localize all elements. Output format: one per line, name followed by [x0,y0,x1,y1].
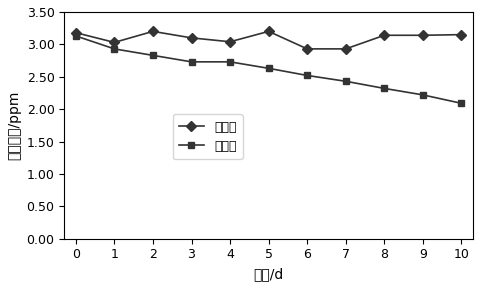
试验组 [189,60,194,64]
对照组 [304,47,310,51]
对照组 [189,36,194,39]
Line: 对照组: 对照组 [72,28,465,52]
Line: 试验组: 试验组 [72,33,465,107]
试验组 [73,34,79,38]
试验组 [343,79,348,83]
Legend: 对照组, 试验组: 对照组, 试验组 [173,114,243,159]
对照组 [266,30,272,33]
Y-axis label: 氨气浓度/ppm: 氨气浓度/ppm [7,91,21,160]
对照组 [343,47,348,51]
试验组 [227,60,233,64]
对照组 [150,30,156,33]
试验组 [458,102,464,105]
对照组 [227,40,233,43]
对照组 [420,33,426,37]
X-axis label: 时间/d: 时间/d [253,267,284,281]
试验组 [111,47,117,51]
试验组 [304,74,310,77]
对照组 [458,33,464,36]
试验组 [266,67,272,70]
对照组 [73,31,79,34]
试验组 [150,54,156,57]
对照组 [111,41,117,44]
试验组 [382,87,387,90]
对照组 [382,33,387,37]
试验组 [420,93,426,97]
